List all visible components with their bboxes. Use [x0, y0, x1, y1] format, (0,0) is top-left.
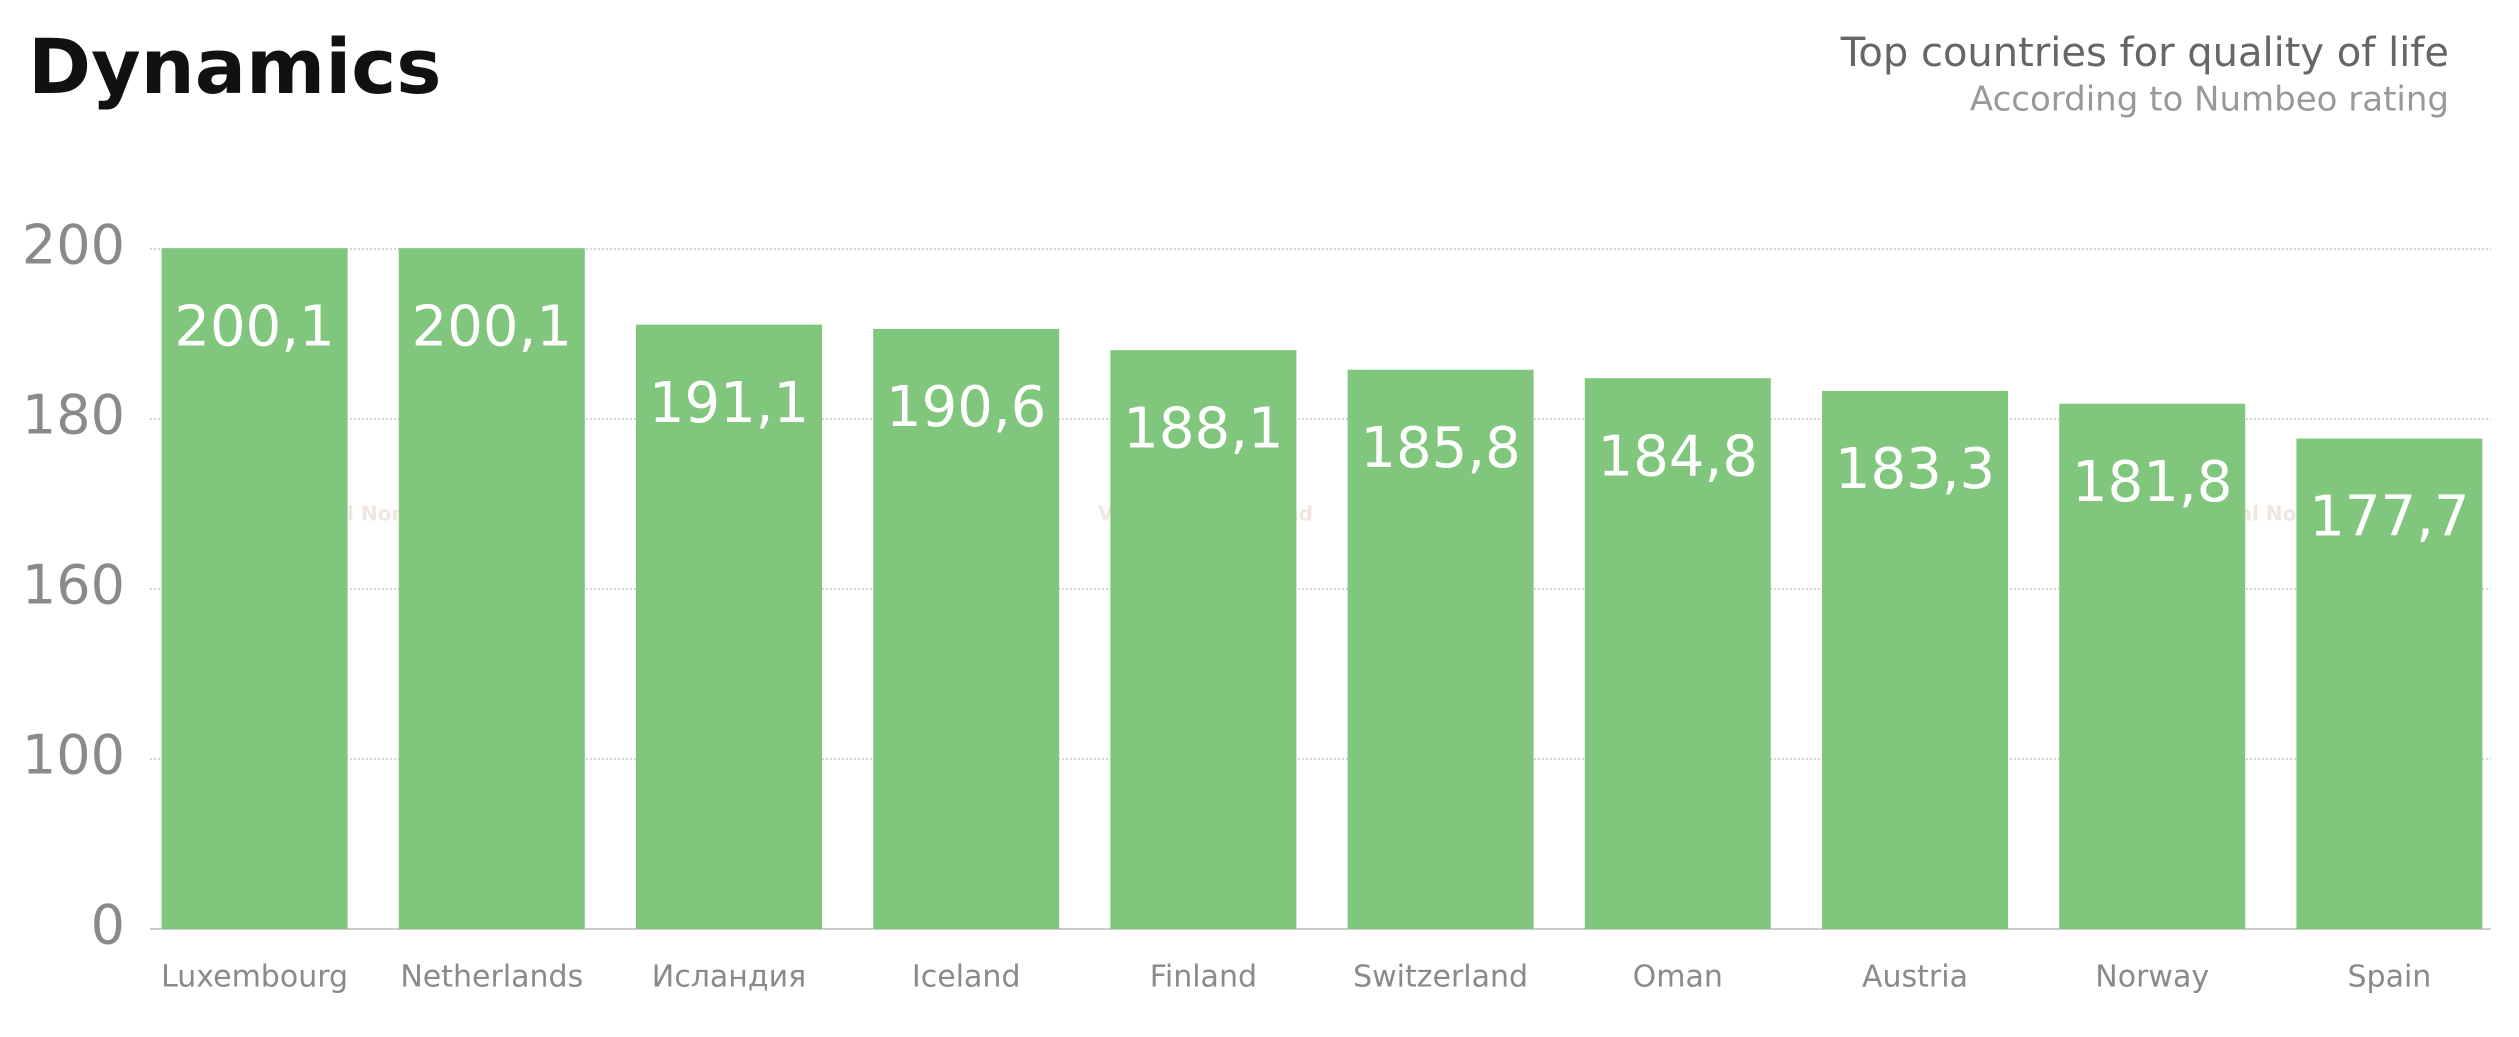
bar — [636, 324, 822, 929]
value-label: 184,8 — [1598, 424, 1758, 489]
y-tick-label: 200 — [22, 214, 125, 277]
chart-subtitle: According to Numbeo rating — [1970, 80, 2449, 120]
value-label: 181,8 — [2072, 450, 2232, 515]
value-label: 183,3 — [1835, 437, 1995, 502]
value-label: 177,7 — [2309, 485, 2469, 550]
chart-title: Dynamics — [28, 22, 442, 111]
bar — [1584, 378, 1771, 929]
bar — [2296, 438, 2483, 929]
bar — [398, 248, 585, 929]
x-tick-label: Austria — [1862, 960, 1968, 995]
value-label: 190,6 — [886, 375, 1046, 440]
x-tick-label: Norway — [2095, 960, 2209, 995]
x-tick-label: Switzerland — [1353, 960, 1528, 995]
bar — [1347, 369, 1534, 929]
y-tick-label: 180 — [22, 384, 125, 447]
x-tick-label: Finland — [1150, 960, 1257, 995]
value-label: 200,1 — [174, 294, 334, 359]
value-label: 185,8 — [1360, 416, 1520, 481]
y-tick-label: 0 — [91, 894, 125, 957]
x-tick-label: Oman — [1633, 960, 1723, 995]
value-label: 191,1 — [649, 371, 809, 436]
y-tick-label: 100 — [22, 724, 125, 787]
bar — [873, 328, 1060, 929]
x-tick-label: Исландия — [652, 960, 806, 995]
value-label: 200,1 — [412, 294, 572, 359]
x-tick-label: Luxembourg — [161, 960, 348, 995]
bar — [1110, 350, 1297, 929]
bar — [1822, 390, 2008, 929]
bar — [2059, 403, 2246, 929]
y-tick-label: 160 — [22, 554, 125, 617]
value-label: 188,1 — [1123, 396, 1283, 461]
chart-subtitle: Top countries for quality of life — [1840, 30, 2449, 76]
bar — [161, 248, 348, 929]
x-tick-label: Iceland — [912, 960, 1021, 995]
x-tick-label: Netherlands — [400, 960, 583, 995]
x-tick-label: Spain — [2347, 960, 2431, 995]
